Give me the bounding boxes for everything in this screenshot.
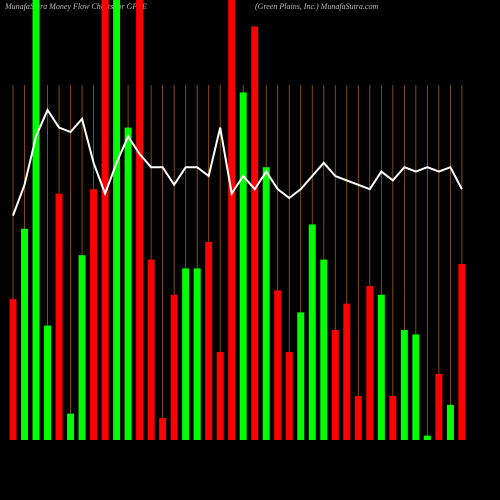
bar [320,259,328,440]
bar [389,396,397,440]
bar [9,299,17,440]
chart-title: MunafaSutra Money Flow Charts for GPRE [4,2,147,11]
bar [228,0,236,440]
bar [458,264,466,440]
bar [147,259,155,440]
bar [308,224,316,440]
bar [343,303,351,440]
bar [446,404,454,440]
bar [55,193,63,440]
bar [366,286,374,440]
bar [136,0,144,440]
bar [193,268,201,440]
bar [182,268,190,440]
bar [331,330,339,440]
bar [354,396,362,440]
bar [216,352,224,440]
bar [124,127,132,440]
bar [78,255,86,440]
bar [101,0,109,440]
bar [44,325,52,440]
bar [205,242,213,440]
bar [251,26,259,440]
bar [400,330,408,440]
bar [90,189,98,440]
chart-subtitle: (Green Plains, Inc.) MunafaSutra.com [255,2,378,11]
bar [159,418,167,440]
bar [262,167,270,440]
bar [67,413,75,440]
money-flow-line [12,107,463,216]
bar [412,334,420,440]
bar [377,294,385,440]
bar [285,352,293,440]
bar [435,374,443,440]
bar [239,92,247,440]
plot-area [9,0,466,440]
bar [297,312,305,440]
bar [32,0,40,440]
bar [113,0,121,440]
bar [21,228,29,440]
bar [423,435,431,440]
bar [170,294,178,440]
bar [274,290,282,440]
